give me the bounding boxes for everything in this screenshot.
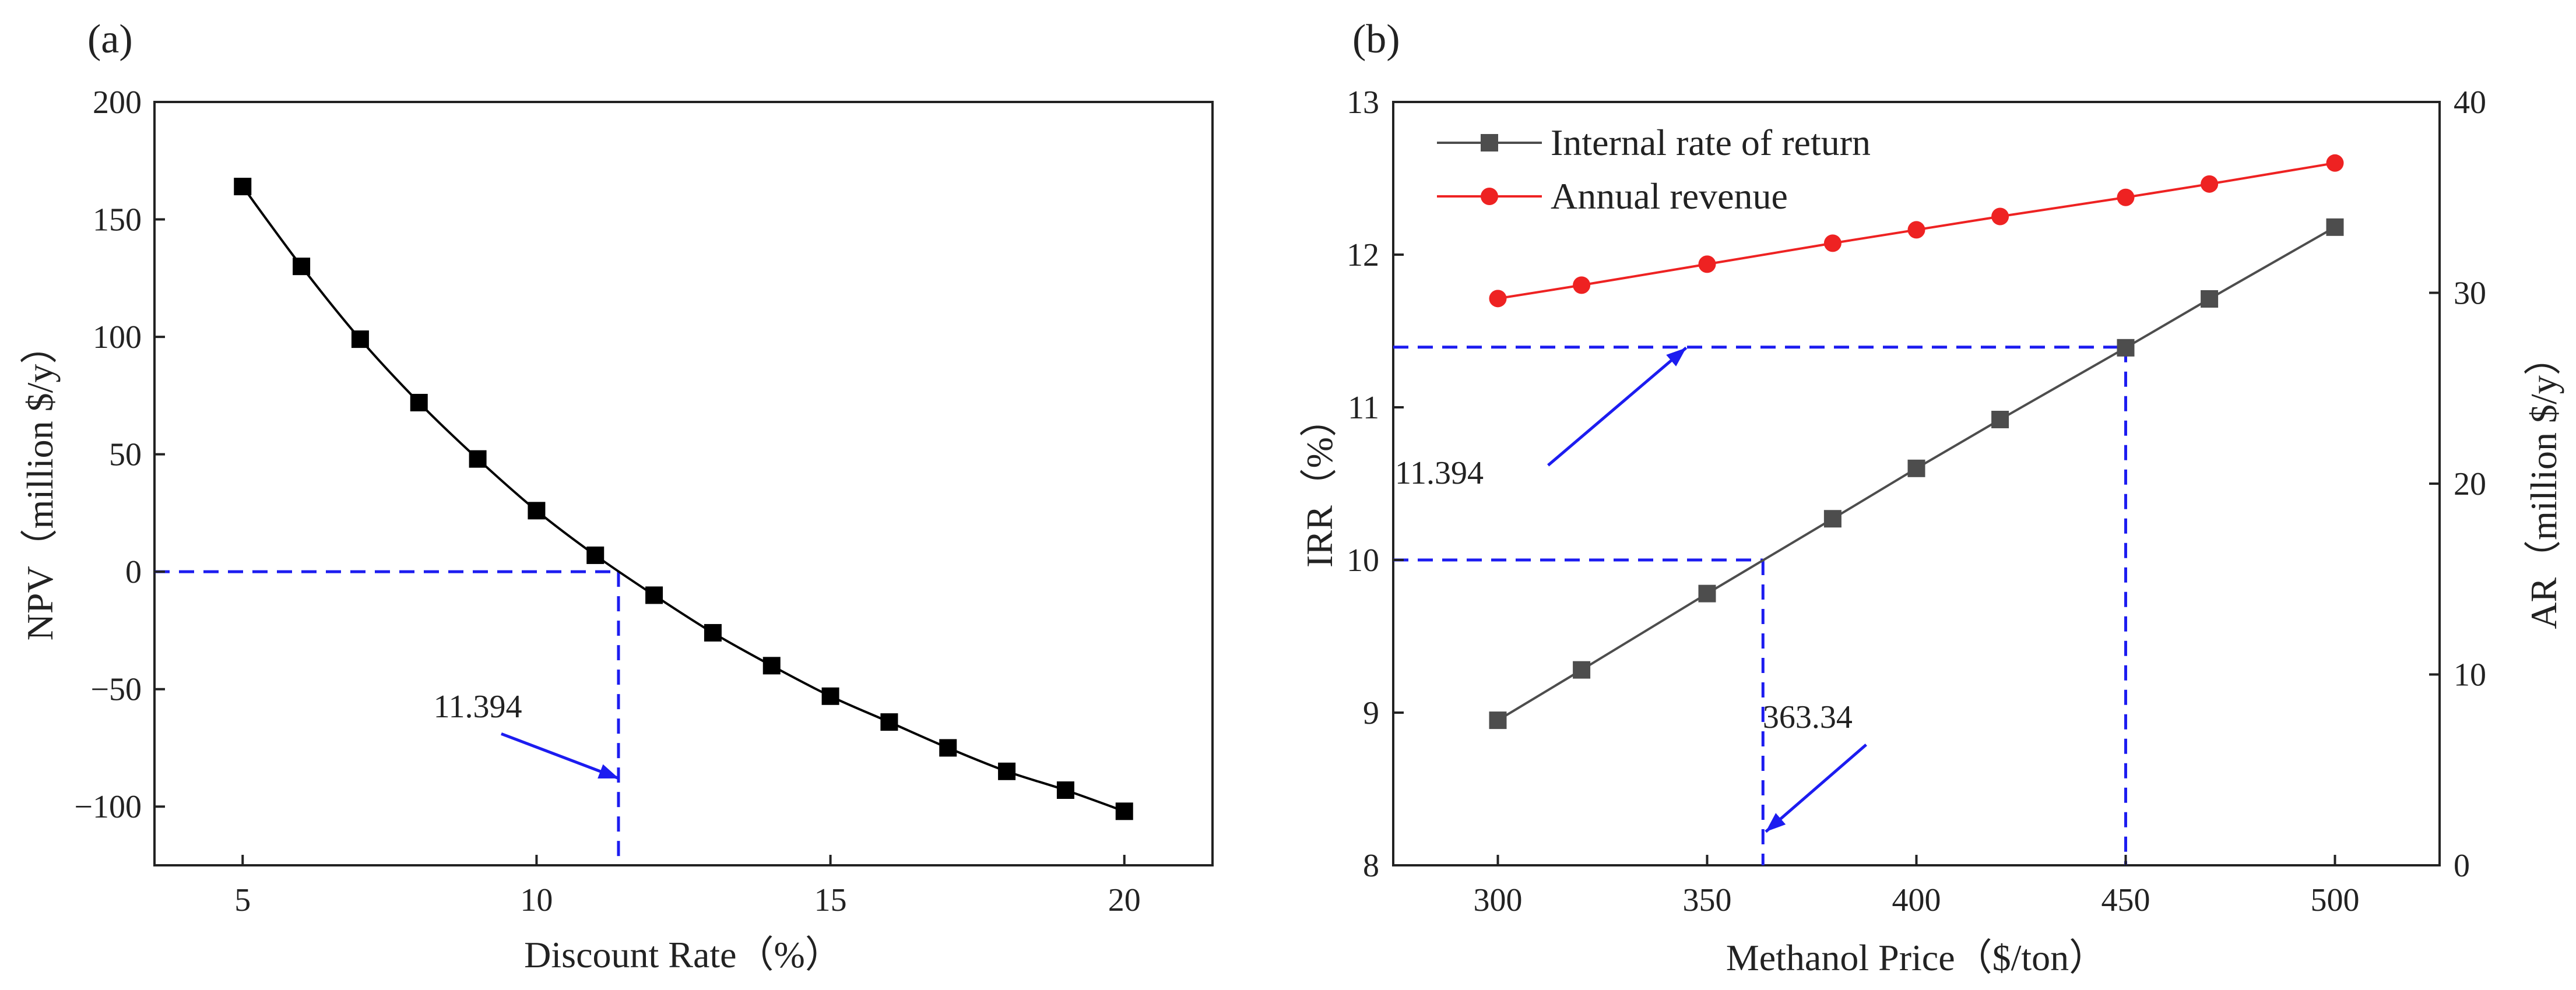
npv-point — [1056, 781, 1074, 799]
panel-b-annotation-arrow-0-head — [1666, 347, 1686, 367]
panel-a-x-axis-title: Discount Rate（%） — [524, 934, 842, 975]
legend-irr-label: Internal rate of return — [1551, 122, 1871, 163]
panel-a-y-axis-title: NPV（million $/y） — [19, 327, 61, 641]
panel-a-npv-chart: (a) 5 10 15 20 −100 −50 0 50 100 150 200 11.394 D… — [19, 17, 1214, 975]
right-y-tick-label: 0 — [2454, 848, 2470, 884]
x-tick-label: 500 — [2311, 882, 2360, 918]
npv-point — [939, 739, 957, 757]
panel-b-label: (b) — [1352, 17, 1400, 62]
panel-b-legend: Internal rate of return Annual revenue — [1437, 122, 1871, 217]
right-y-tick-label: 10 — [2454, 657, 2486, 693]
panel-a-plot-frame — [153, 101, 1214, 866]
ar-point — [2117, 188, 2135, 206]
x-tick-label: 400 — [1892, 882, 1941, 918]
npv-point — [293, 258, 311, 276]
legend-ar-marker — [1481, 188, 1498, 205]
ar-point — [1573, 276, 1591, 294]
panel-a-series — [234, 178, 1133, 820]
x-tick-label: 20 — [1108, 882, 1141, 918]
npv-point — [351, 330, 369, 348]
npv-point — [528, 502, 546, 520]
y-tick-label: 0 — [125, 554, 142, 590]
left-y-tick-label: 11 — [1348, 390, 1379, 426]
panel-a-x-axis: 5 10 15 20 — [234, 855, 1141, 918]
panel-a-label: (a) — [87, 17, 133, 62]
npv-point — [821, 687, 839, 705]
y-tick-label: 150 — [93, 202, 142, 238]
panel-b-annotation-arrow-1-head — [1766, 813, 1786, 832]
panel-b-x-axis: 300 350 400 450 500 — [1474, 855, 2360, 918]
panel-a-annotation-arrow-shaft — [501, 732, 620, 780]
npv-point — [586, 546, 605, 564]
panel-b-series — [1489, 154, 2344, 730]
legend-ar-label: Annual revenue — [1551, 175, 1788, 217]
npv-point — [469, 450, 487, 468]
npv-point — [998, 762, 1016, 780]
y-tick-label: −100 — [74, 789, 142, 825]
npv-point — [880, 713, 898, 731]
npv-point — [410, 393, 428, 411]
panel-a-annotation-label: 11.394 — [434, 689, 522, 725]
x-tick-label: 10 — [520, 882, 553, 918]
panel-a-annotation-arrow-head — [598, 764, 619, 778]
x-tick-label: 450 — [2101, 882, 2150, 918]
panel-a-y-axis: −100 −50 0 50 100 150 200 — [74, 84, 165, 825]
npv-point — [1115, 802, 1133, 820]
x-tick-label: 15 — [814, 882, 847, 918]
ar-point — [1489, 290, 1507, 308]
left-y-tick-label: 10 — [1347, 542, 1379, 579]
irr-point — [1991, 410, 2009, 428]
irr-point — [1573, 661, 1591, 679]
x-tick-label: 5 — [234, 882, 251, 918]
npv-point — [704, 623, 722, 642]
npv-point — [234, 178, 252, 196]
y-tick-label: 100 — [93, 319, 142, 355]
irr-point — [2117, 339, 2135, 357]
y-tick-label: 200 — [93, 84, 142, 121]
panel-b-annotation-arrow-1-shaft — [1765, 744, 1867, 833]
panel-b-reference-lines — [1393, 346, 2127, 865]
ar-point — [2201, 175, 2219, 193]
irr-point — [1698, 584, 1716, 603]
ar-point — [1823, 234, 1841, 252]
irr-point — [1823, 510, 1841, 528]
x-tick-label: 350 — [1683, 882, 1732, 918]
ar-point — [1698, 255, 1716, 273]
ar-point — [1991, 207, 2009, 226]
npv-line — [241, 185, 1125, 813]
irr-point — [2201, 290, 2219, 308]
panel-b-annotation-price-label: 363.34 — [1763, 699, 1853, 735]
irr-point — [1907, 459, 1925, 477]
left-y-tick-label: 12 — [1347, 237, 1379, 273]
right-y-tick-label: 30 — [2454, 276, 2486, 312]
ar-point — [1907, 221, 1925, 239]
ar-point — [2326, 154, 2344, 172]
panel-a-reference-lines — [154, 570, 620, 865]
panel-b-irr-ar-chart: (b) 300 350 400 450 500 8 9 10 11 12 13 0 10 20 30 40… — [1299, 17, 2564, 978]
right-y-tick-label: 20 — [2454, 466, 2486, 502]
npv-point — [762, 657, 781, 675]
x-tick-label: 300 — [1474, 882, 1523, 918]
panel-b-left-y-axis: 8 9 10 11 12 13 — [1347, 84, 1404, 884]
panel-b-right-y-axis: 0 10 20 30 40 — [2429, 84, 2486, 884]
irr-point — [1489, 711, 1507, 730]
panel-b-right-y-axis-title: AR（million $/y） — [2523, 338, 2564, 629]
irr-point — [2326, 218, 2344, 236]
y-tick-label: 50 — [109, 437, 142, 473]
panel-b-annotations: 11.394 363.34 — [1395, 346, 1867, 833]
panel-b-left-y-axis-title: IRR（%） — [1299, 400, 1340, 568]
left-y-tick-label: 13 — [1347, 84, 1379, 121]
panel-b-annotation-irr-label: 11.394 — [1395, 455, 1484, 491]
right-y-tick-label: 40 — [2454, 84, 2486, 121]
panel-b-x-axis-title: Methanol Price（$/ton） — [1726, 937, 2106, 978]
legend-irr-marker — [1481, 134, 1498, 152]
left-y-tick-label: 9 — [1363, 695, 1379, 731]
npv-point — [645, 586, 663, 604]
panel-a-annotations: 11.394 — [434, 689, 620, 780]
left-y-tick-label: 8 — [1363, 848, 1379, 884]
panel-b-annotation-arrow-0-shaft — [1547, 346, 1688, 467]
y-tick-label: −50 — [90, 672, 142, 708]
